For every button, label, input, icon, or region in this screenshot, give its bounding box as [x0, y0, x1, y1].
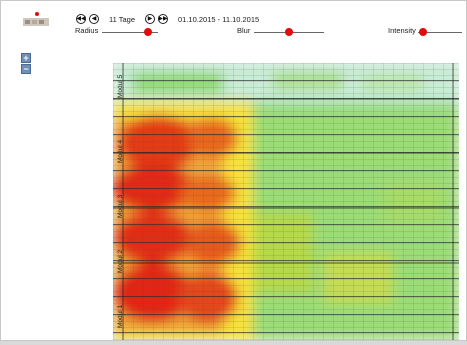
module-label-3: Modul 3: [117, 194, 124, 218]
previous-button[interactable]: ◀: [89, 14, 99, 24]
module-label-5: Modul 5: [117, 74, 124, 98]
radius-slider[interactable]: [102, 32, 158, 33]
fast-forward-button[interactable]: ▶▶: [158, 14, 168, 24]
blur-slider-handle[interactable]: [285, 28, 293, 36]
intensity-label: Intensity: [388, 26, 416, 35]
rewind-button[interactable]: ◀◀: [76, 14, 86, 24]
days-label: 11 Tage: [109, 14, 135, 24]
date-range: 01.10.2015 - 11.10.2015: [178, 14, 260, 24]
next-button[interactable]: ▶: [145, 14, 155, 24]
module-label-4: Modul 4: [117, 139, 124, 163]
zoom-out-button[interactable]: −: [21, 64, 31, 74]
date-navigation: ◀◀ ◀ 11 Tage ▶ ▶▶ 01.10.2015 - 11.10.201…: [76, 11, 259, 27]
heatmap-canvas: [111, 63, 459, 340]
heatmap-map[interactable]: Modul 5 Modul 4 Modul 3 Modul 2 Modul 1: [111, 63, 459, 340]
radius-slider-handle[interactable]: [144, 28, 152, 36]
intensity-slider-handle[interactable]: [419, 28, 427, 36]
intensity-slider[interactable]: [418, 32, 462, 33]
logo-icon: [23, 12, 49, 26]
zoom-in-button[interactable]: +: [21, 53, 31, 63]
module-label-2: Modul 2: [117, 249, 124, 273]
module-label-1: Modul 1: [117, 304, 124, 328]
radius-label: Radius: [75, 26, 99, 35]
blur-label: Blur: [237, 26, 251, 35]
